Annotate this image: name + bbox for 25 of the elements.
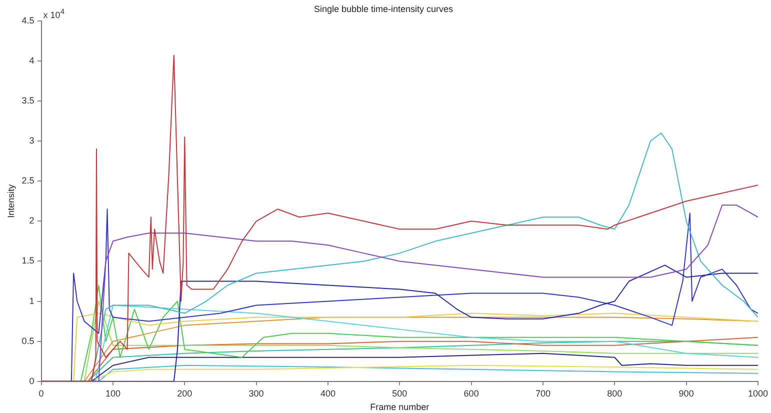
y-tick-label: 4.5 xyxy=(22,15,34,26)
x-tick-label: 800 xyxy=(607,388,622,398)
y-tick-label: 3 xyxy=(29,135,34,146)
y-tick-label: 0.5 xyxy=(22,336,34,346)
y-tick-label: 1.5 xyxy=(22,256,34,266)
y-tick-label: 2 xyxy=(29,216,34,226)
y-tick-label: 0 xyxy=(29,376,34,386)
chart-title: Single bubble time-intensity curves xyxy=(314,4,454,14)
y-tick-label: 3.5 xyxy=(22,95,34,106)
x-tick-label: 400 xyxy=(320,388,336,398)
x-tick-label: 500 xyxy=(392,388,408,398)
y-axis-title: Intensity xyxy=(6,184,16,218)
x-tick-label: 300 xyxy=(248,388,264,398)
x-tick-label: 900 xyxy=(678,388,694,398)
x-tick-label: 0 xyxy=(38,388,44,398)
y-tick-label: 1 xyxy=(29,296,34,306)
x-tick-label: 100 xyxy=(105,388,120,398)
x-tick-label: 200 xyxy=(177,388,192,398)
y-tick-label: 2.5 xyxy=(22,176,34,186)
x-tick-label: 700 xyxy=(535,388,550,398)
text: x 10$^{4}$ xyxy=(43,6,64,20)
x-tick-label: 1000 xyxy=(748,388,768,398)
y-tick-label: 4 xyxy=(29,55,34,66)
x-tick-label: 600 xyxy=(464,388,479,398)
x-axis-title: Frame number xyxy=(370,402,430,412)
